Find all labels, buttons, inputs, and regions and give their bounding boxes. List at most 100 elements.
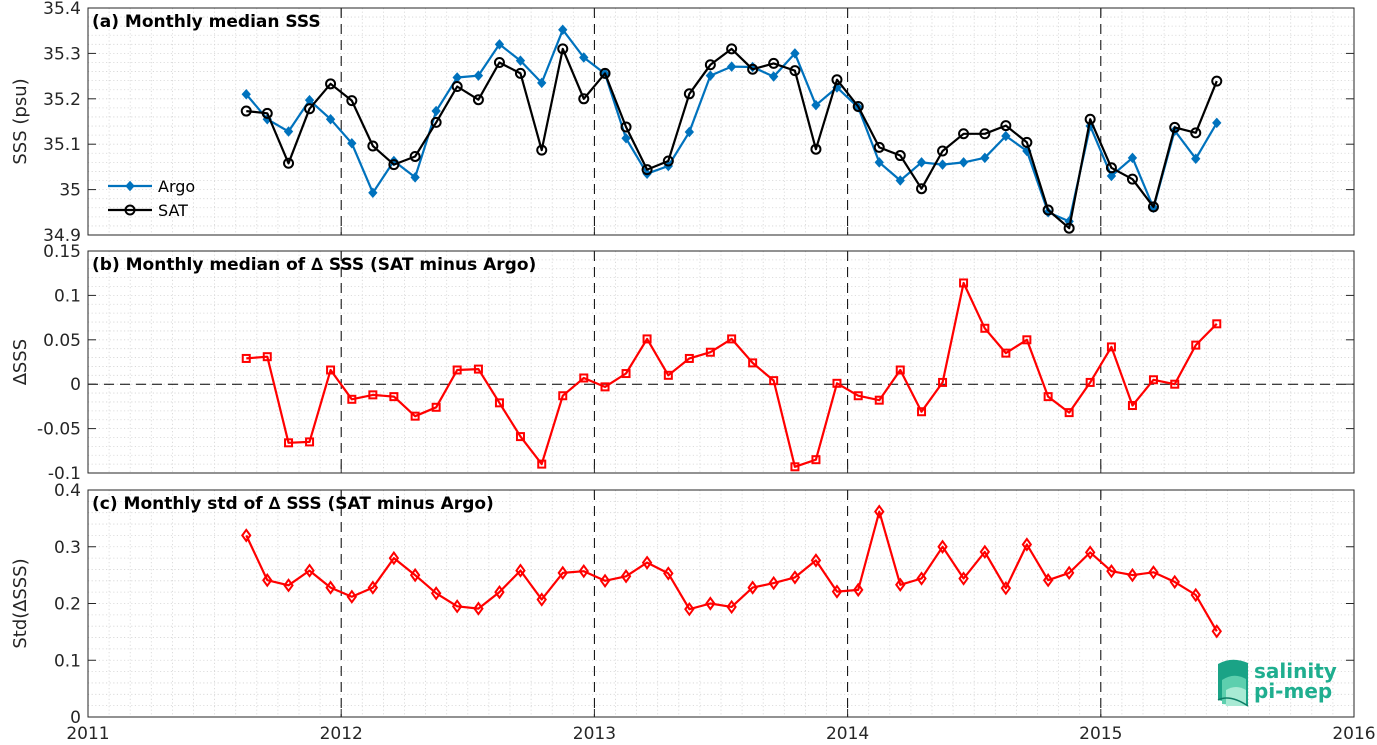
data-point bbox=[494, 39, 505, 50]
plot-area bbox=[88, 8, 1354, 235]
data-point bbox=[810, 143, 822, 155]
x-tick-label: 2014 bbox=[826, 724, 869, 744]
y-tick-label: 35 bbox=[59, 181, 81, 201]
y-tick-label: 0 bbox=[70, 375, 81, 395]
data-point bbox=[1106, 342, 1116, 352]
data-point bbox=[1063, 565, 1075, 581]
data-point bbox=[727, 334, 737, 344]
grid-minor bbox=[88, 490, 1354, 717]
data-point bbox=[305, 437, 315, 447]
data-point bbox=[1021, 136, 1033, 148]
data-point bbox=[368, 390, 378, 400]
y-tick-label: 35.3 bbox=[43, 44, 81, 64]
data-point bbox=[937, 159, 948, 170]
panel-title: (a) Monthly median SSS bbox=[92, 12, 321, 32]
data-point bbox=[1190, 587, 1201, 603]
data-point bbox=[493, 56, 505, 68]
data-point bbox=[1001, 130, 1011, 142]
data-point bbox=[1084, 545, 1096, 560]
data-point bbox=[894, 150, 906, 162]
data-point bbox=[684, 601, 695, 617]
data-point bbox=[431, 105, 441, 117]
data-point bbox=[662, 155, 674, 167]
data-point bbox=[347, 394, 357, 404]
data-point bbox=[283, 578, 294, 593]
y-tick-label: 35.1 bbox=[43, 135, 81, 155]
data-point bbox=[283, 157, 295, 169]
data-point bbox=[980, 323, 990, 333]
data-point bbox=[1042, 573, 1054, 588]
data-point bbox=[451, 599, 463, 614]
series-argo bbox=[241, 24, 1222, 227]
data-point bbox=[873, 141, 885, 153]
x-tick-label: 2016 bbox=[1332, 724, 1375, 744]
data-point bbox=[620, 121, 632, 133]
data-point bbox=[790, 48, 800, 59]
data-point bbox=[641, 164, 653, 176]
data-point bbox=[1043, 392, 1053, 402]
data-point bbox=[389, 392, 399, 402]
data-point bbox=[388, 550, 400, 566]
legend-swatch-marker bbox=[124, 204, 136, 216]
data-point bbox=[1191, 153, 1201, 164]
data-point bbox=[557, 43, 569, 55]
data-point bbox=[832, 378, 842, 388]
data-point bbox=[958, 571, 969, 586]
data-point bbox=[557, 565, 568, 581]
data-point bbox=[726, 599, 737, 615]
data-point bbox=[431, 402, 441, 412]
data-point bbox=[1127, 152, 1138, 164]
data-point bbox=[1211, 624, 1223, 639]
series-sat bbox=[240, 43, 1223, 234]
data-point bbox=[326, 365, 336, 375]
data-point bbox=[1127, 401, 1137, 411]
data-point bbox=[705, 70, 716, 81]
data-point bbox=[768, 57, 780, 69]
y-axis-label: ∆SSS bbox=[10, 339, 31, 386]
data-point bbox=[790, 462, 800, 472]
data-point bbox=[748, 358, 758, 368]
x-tick-label: 2013 bbox=[573, 724, 616, 744]
data-point bbox=[979, 128, 991, 140]
data-point bbox=[916, 157, 927, 168]
data-point bbox=[430, 586, 442, 601]
data-point bbox=[917, 407, 927, 417]
data-point bbox=[284, 438, 294, 448]
data-point bbox=[514, 67, 526, 79]
data-point bbox=[959, 278, 969, 288]
y-tick-label: 0 bbox=[70, 708, 81, 728]
x-tick-label: 2011 bbox=[66, 724, 109, 744]
data-point bbox=[1022, 335, 1032, 345]
data-point bbox=[1147, 201, 1159, 213]
data-point bbox=[367, 140, 379, 152]
data-point bbox=[895, 175, 905, 186]
data-point bbox=[768, 575, 779, 591]
data-point bbox=[895, 365, 905, 375]
legend-label: SAT bbox=[158, 201, 188, 220]
data-point bbox=[1084, 113, 1096, 125]
data-point bbox=[874, 395, 884, 405]
data-point bbox=[938, 377, 948, 387]
data-point bbox=[515, 563, 526, 578]
data-point bbox=[579, 52, 589, 63]
data-point bbox=[368, 187, 378, 199]
data-point bbox=[621, 133, 631, 144]
y-tick-label: 0.3 bbox=[54, 538, 81, 558]
data-point bbox=[874, 157, 884, 168]
data-point bbox=[684, 353, 694, 363]
data-point bbox=[916, 183, 928, 195]
panel-c-std-delta-sss: 0 0.1 0.2 0.3 0.4 2011 2012 2013 2014 2015 2016 Std… bbox=[10, 481, 1376, 744]
data-point bbox=[558, 391, 568, 401]
data-point bbox=[599, 67, 611, 79]
data-point bbox=[980, 152, 990, 164]
data-point bbox=[409, 567, 421, 583]
panel-title: (c) Monthly std of ∆ SSS (SAT minus Argo… bbox=[92, 494, 494, 514]
y-tick-label: 0.1 bbox=[54, 286, 81, 306]
data-point bbox=[452, 365, 462, 375]
panel-b-delta-sss: -0.1 -0.05 0 0.05 0.1 0.15 ∆SSS (b) Monthly med… bbox=[10, 242, 1355, 484]
data-point bbox=[979, 544, 991, 560]
data-point bbox=[325, 580, 336, 595]
data-point bbox=[1064, 408, 1074, 418]
data-point bbox=[451, 81, 463, 93]
